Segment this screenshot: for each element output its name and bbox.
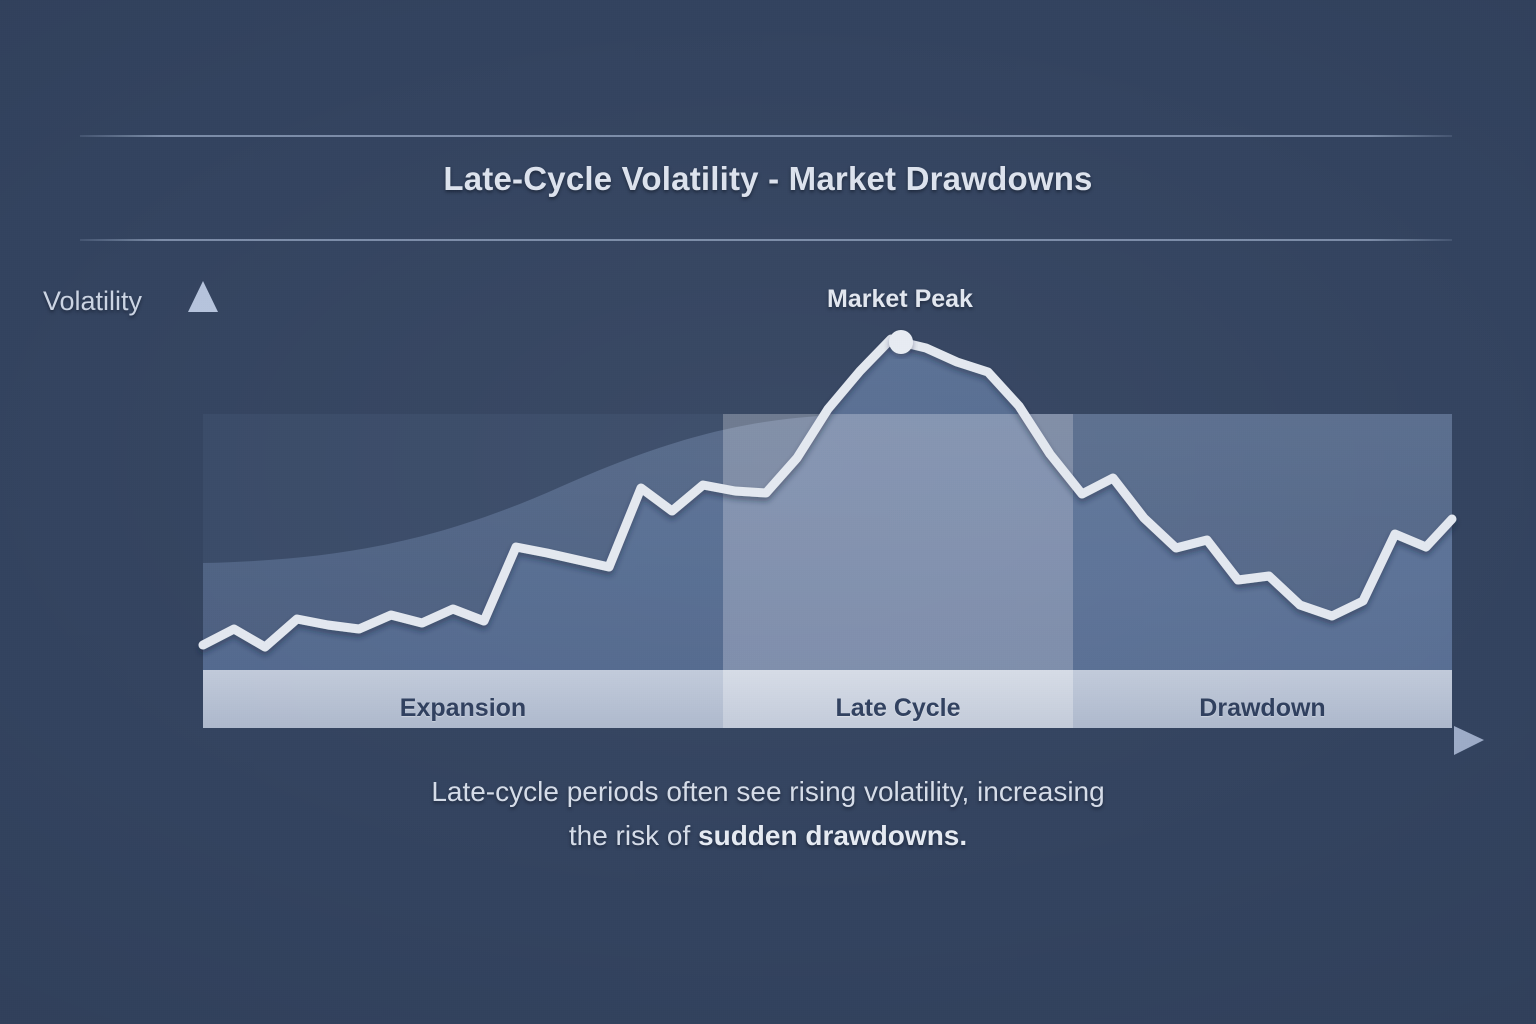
market-peak-marker xyxy=(889,330,913,354)
caption-line-1: Late-cycle periods often see rising vola… xyxy=(431,776,1105,807)
header-divider-top xyxy=(80,135,1452,137)
volatility-area-fill xyxy=(203,339,1452,670)
y-axis-label: Volatility xyxy=(43,286,143,316)
phase-label-expansion: Expansion xyxy=(399,694,527,722)
phase-label-drawdown: Drawdown xyxy=(1199,694,1326,722)
phase-strip-late-cycle xyxy=(723,670,1073,728)
arrow-right-icon xyxy=(1454,726,1484,755)
market-peak-label: Market Peak xyxy=(827,285,973,313)
header-divider-bottom xyxy=(80,239,1452,241)
chart-caption: Late-cycle periods often see rising vola… xyxy=(268,770,1268,858)
caption-line-2: the risk of sudden drawdowns. xyxy=(268,814,1268,858)
volatility-line xyxy=(198,334,1457,652)
caption-line-2-plain: the risk of xyxy=(568,820,699,851)
phase-region-late-cycle xyxy=(723,414,1073,670)
arrow-up-icon xyxy=(188,281,218,312)
phase-strip-expansion xyxy=(203,670,723,728)
page-title: Late-Cycle Volatility - Market Drawdowns xyxy=(443,160,1093,197)
caption-line-2-emphasis: sudden drawdowns. xyxy=(698,820,968,851)
phase-strip-drawdown xyxy=(1073,670,1452,728)
phase-label-late-cycle: Late Cycle xyxy=(835,694,961,722)
